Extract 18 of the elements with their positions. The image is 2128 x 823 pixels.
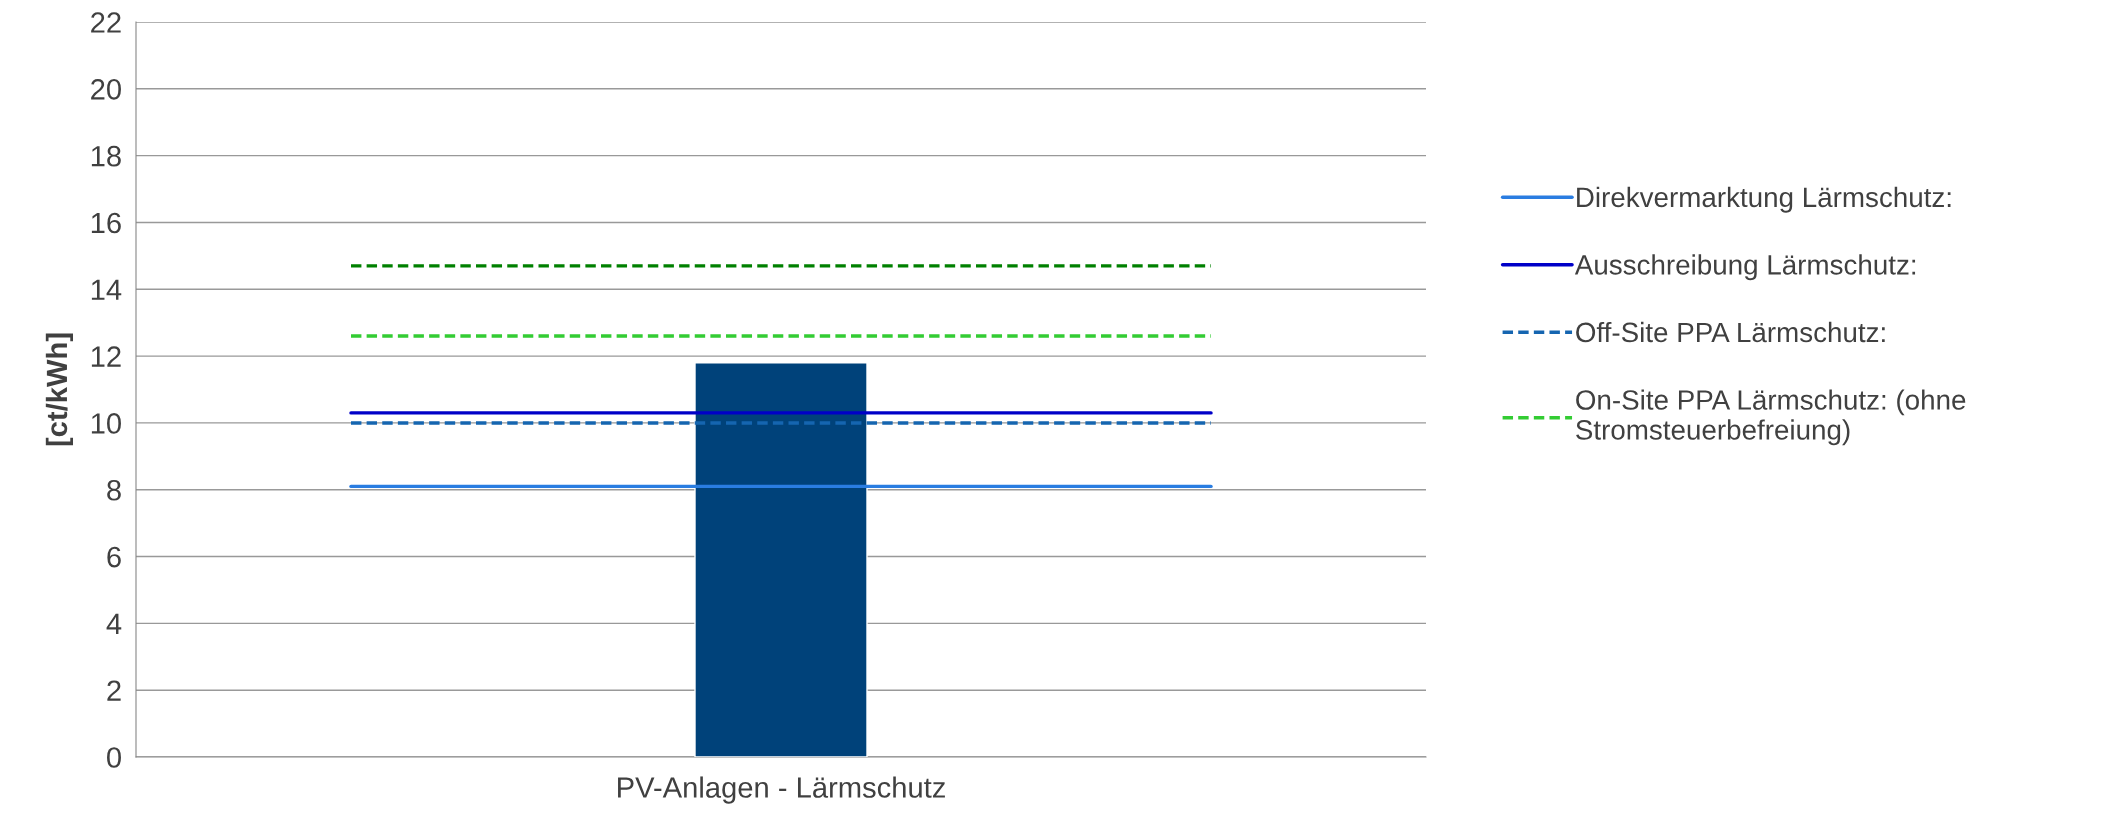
y-tick-label: 22 — [91, 12, 121, 33]
y-tick-label: 8 — [107, 479, 121, 501]
legend-label: On-Site PPA Lärmschutz: (ohne Stromsteuerbefreiung) — [1576, 389, 1966, 446]
legend-label: Ausschreibung Lärmschutz: — [1574, 254, 1916, 281]
y-tick-label: 0 — [107, 747, 121, 768]
y-tick-label: 14 — [91, 279, 122, 300]
y-axis-title: [ct/kWh] — [45, 333, 74, 446]
y-tick-label: 6 — [107, 546, 121, 568]
y-tick-label: 2 — [107, 680, 121, 701]
legend-label: Direkvermarktung Lärmschutz: — [1577, 186, 1951, 213]
y-tick-label: 4 — [106, 613, 122, 634]
x-tick-label: PV-Anlagen - Lärmschutz — [618, 776, 945, 804]
y-tick-label: 10 — [91, 413, 121, 434]
y-tick-label: 20 — [91, 79, 121, 100]
y-tick-label: 18 — [91, 145, 121, 167]
legend-label: Off-Site PPA Lärmschutz: — [1576, 321, 1885, 343]
y-tick-label: 12 — [91, 346, 121, 367]
y-tick-label: 16 — [91, 212, 121, 234]
